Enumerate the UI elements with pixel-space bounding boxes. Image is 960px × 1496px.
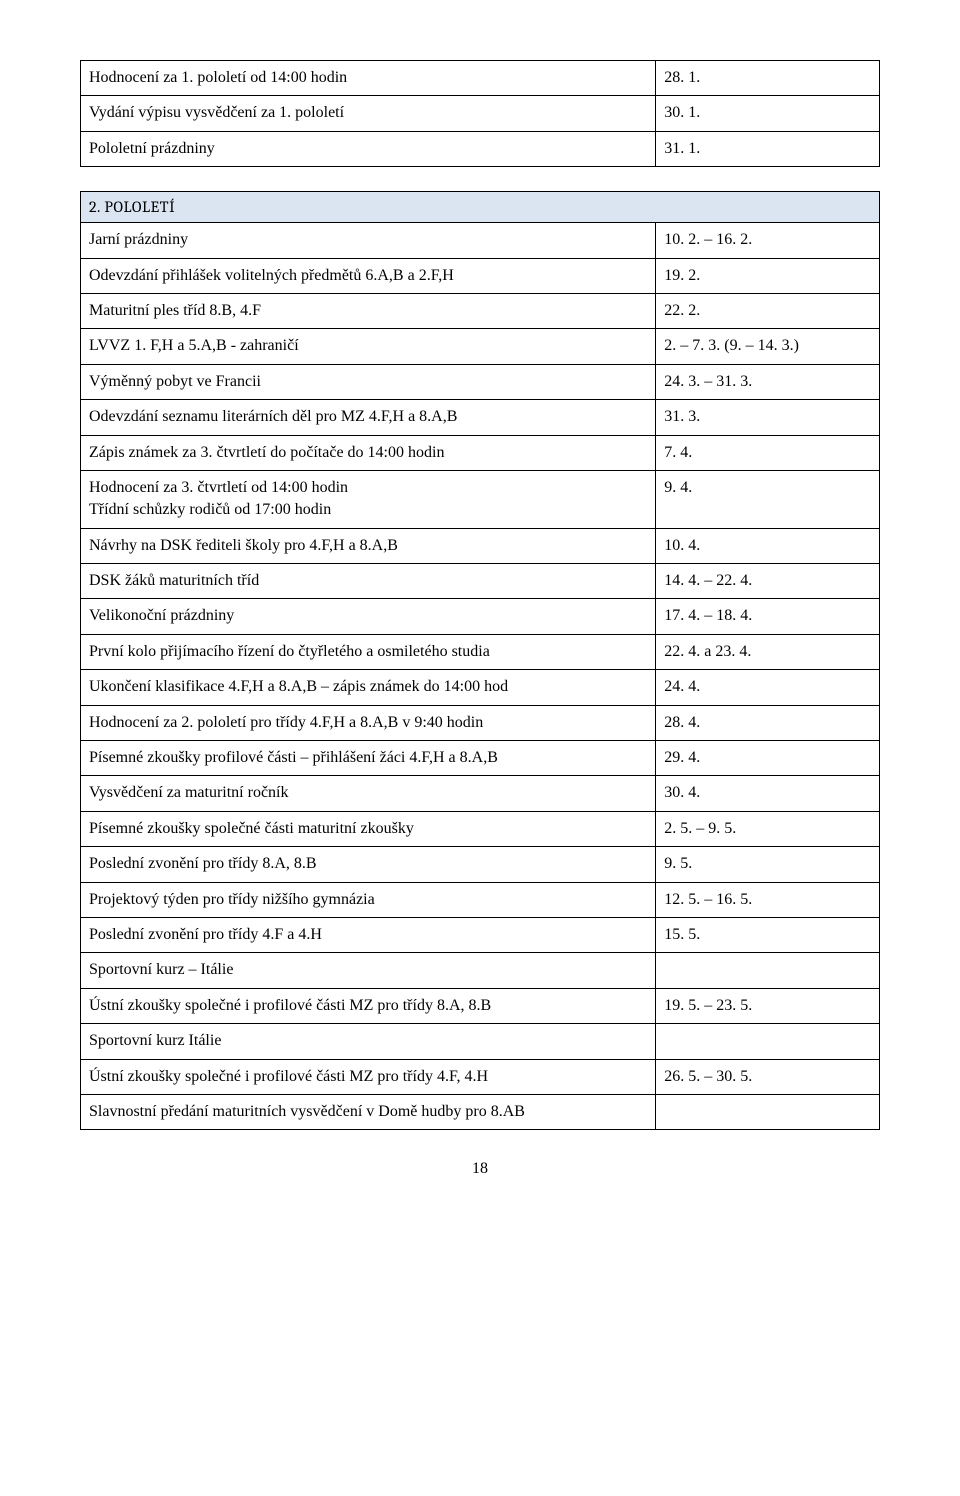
row-value: 24. 3. – 31. 3.	[656, 364, 880, 399]
table-row: Velikonoční prázdniny17. 4. – 18. 4.	[81, 599, 880, 634]
table-row: Návrhy na DSK řediteli školy pro 4.F,H a…	[81, 528, 880, 563]
table-row: DSK žáků maturitních tříd14. 4. – 22. 4.	[81, 564, 880, 599]
table-row: Ukončení klasifikace 4.F,H a 8.A,B – záp…	[81, 670, 880, 705]
table-row: Zápis známek za 3. čtvrtletí do počítače…	[81, 435, 880, 470]
table-row: Vydání výpisu vysvědčení za 1. pololetí3…	[81, 96, 880, 131]
table-row: Ústní zkoušky společné i profilové části…	[81, 988, 880, 1023]
row-label: Velikonoční prázdniny	[81, 599, 656, 634]
row-label: Jarní prázdniny	[81, 223, 656, 258]
table-row: Odevzdání přihlášek volitelných předmětů…	[81, 258, 880, 293]
row-value: 22. 2.	[656, 293, 880, 328]
row-value: 10. 4.	[656, 528, 880, 563]
row-label: Vydání výpisu vysvědčení za 1. pololetí	[81, 96, 656, 131]
row-value	[656, 953, 880, 988]
row-value: 9. 5.	[656, 847, 880, 882]
table-row: Poslední zvonění pro třídy 4.F a 4.H15. …	[81, 917, 880, 952]
table-row: Vysvědčení za maturitní ročník30. 4.	[81, 776, 880, 811]
row-label: První kolo přijímacího řízení do čtyřlet…	[81, 634, 656, 669]
row-value: 15. 5.	[656, 917, 880, 952]
row-label: Slavnostní předání maturitních vysvědčen…	[81, 1094, 656, 1129]
row-label: Ústní zkoušky společné i profilové části…	[81, 988, 656, 1023]
row-value: 9. 4.	[656, 470, 880, 528]
row-label: Písemné zkoušky profilové části – přihlá…	[81, 741, 656, 776]
row-value: 30. 4.	[656, 776, 880, 811]
row-label: Odevzdání seznamu literárních děl pro MZ…	[81, 400, 656, 435]
row-value: 2. – 7. 3. (9. – 14. 3.)	[656, 329, 880, 364]
table-row: Pololetní prázdniny31. 1.	[81, 131, 880, 166]
row-value	[656, 1024, 880, 1059]
table-row: Sportovní kurz – Itálie	[81, 953, 880, 988]
row-label: Hodnocení za 1. pololetí od 14:00 hodin	[81, 61, 656, 96]
row-label: Sportovní kurz Itálie	[81, 1024, 656, 1059]
table-row: Hodnocení za 1. pololetí od 14:00 hodin2…	[81, 61, 880, 96]
table-2: Jarní prázdniny10. 2. – 16. 2.Odevzdání …	[80, 222, 880, 1130]
row-value: 26. 5. – 30. 5.	[656, 1059, 880, 1094]
row-value: 22. 4. a 23. 4.	[656, 634, 880, 669]
table-row: Výměnný pobyt ve Francii24. 3. – 31. 3.	[81, 364, 880, 399]
row-label: Poslední zvonění pro třídy 8.A, 8.B	[81, 847, 656, 882]
row-label: Sportovní kurz – Itálie	[81, 953, 656, 988]
row-label: Návrhy na DSK řediteli školy pro 4.F,H a…	[81, 528, 656, 563]
row-value	[656, 1094, 880, 1129]
row-value: 19. 2.	[656, 258, 880, 293]
table-row: Maturitní ples tříd 8.B, 4.F22. 2.	[81, 293, 880, 328]
row-value: 24. 4.	[656, 670, 880, 705]
table-row: LVVZ 1. F,H a 5.A,B - zahraničí2. – 7. 3…	[81, 329, 880, 364]
row-label: DSK žáků maturitních tříd	[81, 564, 656, 599]
table-row: Poslední zvonění pro třídy 8.A, 8.B9. 5.	[81, 847, 880, 882]
row-label: Výměnný pobyt ve Francii	[81, 364, 656, 399]
row-label: Poslední zvonění pro třídy 4.F a 4.H	[81, 917, 656, 952]
table-row: Sportovní kurz Itálie	[81, 1024, 880, 1059]
page-number: 18	[80, 1160, 880, 1178]
table-row: Slavnostní předání maturitních vysvědčen…	[81, 1094, 880, 1129]
row-label: Maturitní ples tříd 8.B, 4.F	[81, 293, 656, 328]
row-value: 28. 4.	[656, 705, 880, 740]
row-value: 2. 5. – 9. 5.	[656, 811, 880, 846]
table-row: Písemné zkoušky společné části maturitní…	[81, 811, 880, 846]
row-value: 7. 4.	[656, 435, 880, 470]
table-row: První kolo přijímacího řízení do čtyřlet…	[81, 634, 880, 669]
row-label: Vysvědčení za maturitní ročník	[81, 776, 656, 811]
row-value: 31. 3.	[656, 400, 880, 435]
row-value: 31. 1.	[656, 131, 880, 166]
table-row: Odevzdání seznamu literárních děl pro MZ…	[81, 400, 880, 435]
row-value: 12. 5. – 16. 5.	[656, 882, 880, 917]
table-row: Písemné zkoušky profilové části – přihlá…	[81, 741, 880, 776]
table-row: Hodnocení za 2. pololetí pro třídy 4.F,H…	[81, 705, 880, 740]
section-header: 2. POLOLETÍ	[80, 191, 880, 222]
row-label: Pololetní prázdniny	[81, 131, 656, 166]
row-value: 10. 2. – 16. 2.	[656, 223, 880, 258]
row-value: 30. 1.	[656, 96, 880, 131]
table-1: Hodnocení za 1. pololetí od 14:00 hodin2…	[80, 60, 880, 167]
table-row: Hodnocení za 3. čtvrtletí od 14:00 hodin…	[81, 470, 880, 528]
row-value: 28. 1.	[656, 61, 880, 96]
table-row: Projektový týden pro třídy nižšího gymná…	[81, 882, 880, 917]
row-label: Zápis známek za 3. čtvrtletí do počítače…	[81, 435, 656, 470]
row-label: Ústní zkoušky společné i profilové části…	[81, 1059, 656, 1094]
table-row: Ústní zkoušky společné i profilové části…	[81, 1059, 880, 1094]
row-value: 29. 4.	[656, 741, 880, 776]
row-label: Projektový týden pro třídy nižšího gymná…	[81, 882, 656, 917]
row-label: Hodnocení za 2. pololetí pro třídy 4.F,H…	[81, 705, 656, 740]
row-value: 19. 5. – 23. 5.	[656, 988, 880, 1023]
row-label: Ukončení klasifikace 4.F,H a 8.A,B – záp…	[81, 670, 656, 705]
row-label: Písemné zkoušky společné části maturitní…	[81, 811, 656, 846]
row-value: 17. 4. – 18. 4.	[656, 599, 880, 634]
row-value: 14. 4. – 22. 4.	[656, 564, 880, 599]
row-label: LVVZ 1. F,H a 5.A,B - zahraničí	[81, 329, 656, 364]
row-label: Hodnocení za 3. čtvrtletí od 14:00 hodin…	[81, 470, 656, 528]
table-row: Jarní prázdniny10. 2. – 16. 2.	[81, 223, 880, 258]
row-label: Odevzdání přihlášek volitelných předmětů…	[81, 258, 656, 293]
